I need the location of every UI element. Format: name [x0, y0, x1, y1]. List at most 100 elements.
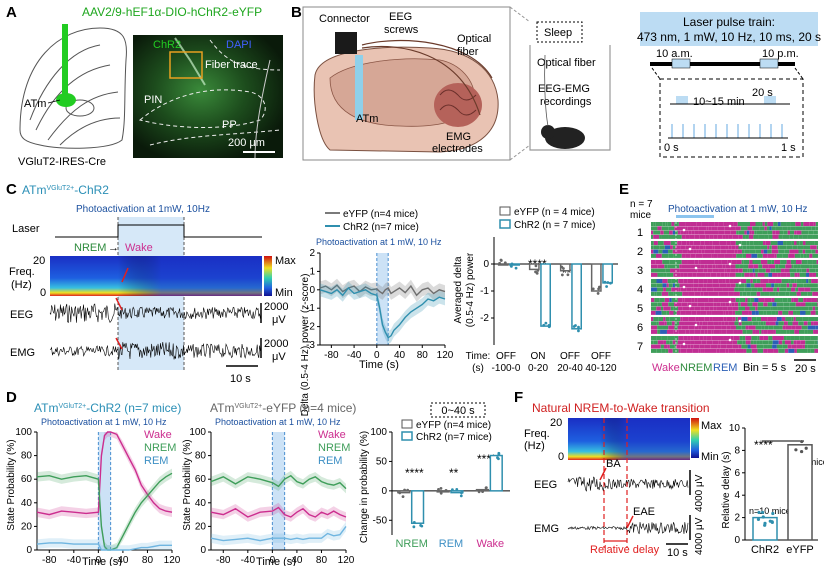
e-raster-cell: [770, 268, 773, 273]
e-raster-cell: [653, 230, 658, 235]
e-raster-cell: [783, 241, 787, 245]
e-raster-cell: [796, 291, 801, 296]
e-raster-cell: [725, 234, 729, 239]
e-raster-cell: [697, 298, 705, 302]
e-raster-cell: [670, 306, 674, 311]
e-raster-cell: [737, 317, 742, 321]
e-raster-cell: [806, 253, 810, 258]
e-raster-cell: [767, 260, 772, 264]
e-raster-cell: [777, 306, 784, 311]
e-raster-cell: [756, 344, 764, 349]
d2-legend-nrem: NREM: [318, 442, 350, 454]
e-raster-cell: [768, 325, 774, 330]
e-raster-cell: [775, 310, 779, 315]
f-spectrogram-wake: [600, 418, 690, 460]
timeline-pulse-1: [671, 58, 691, 69]
e-raster-cell: [656, 283, 663, 288]
d2-y-tick-label: 40: [195, 498, 207, 509]
e-raster-cell: [716, 287, 723, 292]
e-raster-cell: [699, 321, 703, 326]
e-raster-cell: [651, 253, 656, 258]
d3-dot: [477, 490, 481, 494]
c-freq-0: 0: [40, 287, 46, 299]
c3-time-row2: 20-40: [557, 363, 583, 374]
e-raster-cell: [788, 253, 795, 258]
e-raster-cell: [762, 230, 768, 235]
eeg-emg-label-2: recordings: [540, 96, 592, 108]
c2-x-tick-label: 120: [437, 350, 454, 361]
e-marker: [728, 338, 732, 342]
e-raster-cell: [796, 340, 801, 345]
e-raster-cell: [673, 306, 679, 311]
e-raster-cell: [665, 268, 671, 273]
e-raster-cell: [680, 344, 688, 349]
e-raster-cell: [787, 321, 793, 326]
e-raster-cell: [748, 321, 753, 326]
e-raster-cell: [674, 317, 681, 321]
e-raster-cell: [758, 268, 763, 273]
e-raster-cell: [753, 340, 757, 345]
e-raster-cell: [796, 310, 801, 315]
e-raster-cell: [656, 291, 662, 296]
panel-b-label: B: [291, 4, 302, 21]
e-raster-cell: [727, 260, 732, 264]
e-raster-cell: [742, 336, 746, 340]
laser-params: 473 nm, 1 mW, 10 Hz, 10 ms, 20 s: [637, 30, 821, 44]
e-raster-cell: [772, 306, 778, 311]
e-raster-cell: [745, 253, 752, 258]
e-raster-cell: [683, 264, 691, 269]
e-raster-cell: [744, 230, 747, 235]
c3-time-row1: Time:: [466, 351, 491, 362]
e-raster-cell: [782, 226, 788, 231]
e-raster-cell: [718, 268, 725, 273]
e-raster-cell: [678, 306, 683, 311]
e-raster-cell: [817, 279, 818, 283]
e-raster-cell: [789, 230, 795, 235]
c-spec-arrow: [121, 267, 129, 283]
c3-dot: [547, 323, 551, 327]
f2-dot: [757, 510, 761, 515]
e-raster-cell: [694, 298, 698, 302]
e-raster-cell: [778, 234, 783, 239]
e-raster-cell: [745, 234, 749, 239]
d1-ylabel: State Probability (%): [6, 439, 17, 530]
dapi-stain-label: DAPI: [226, 39, 252, 51]
e-raster-cell: [707, 279, 713, 283]
e-raster-cell: [717, 253, 725, 258]
e-raster-cell: [700, 241, 705, 245]
e-raster-cell: [694, 234, 700, 239]
e-raster-cell: [687, 249, 694, 254]
e-raster-cell: [743, 264, 749, 269]
e-raster-cell: [738, 344, 742, 349]
e-raster-cell: [734, 249, 738, 254]
e-raster-cell: [777, 272, 781, 277]
f-eeg-label: EEG: [534, 479, 557, 491]
f2-y-tick-label: 0: [734, 535, 740, 546]
e-raster-cell: [788, 279, 791, 283]
e-raster-cell: [811, 249, 816, 254]
e-raster-cell: [712, 279, 719, 283]
e-raster-cell: [699, 336, 704, 340]
e-raster-cell: [806, 298, 812, 302]
e-raster-cell: [742, 268, 748, 273]
e-raster-cell: [731, 260, 737, 264]
f2-dot: [794, 448, 798, 452]
e-raster-cell: [701, 249, 705, 254]
e-raster-cell: [792, 283, 797, 288]
e-raster-cell: [741, 241, 747, 245]
e-raster-cell: [742, 340, 746, 345]
e-raster-cell: [747, 226, 753, 231]
e-raster-cell: [703, 336, 707, 340]
e-raster-cell: [673, 272, 681, 277]
d3-bar: [410, 490, 425, 524]
e-raster-cell: [657, 230, 661, 235]
e-raster-cell: [689, 241, 694, 245]
e-raster-cell: [660, 306, 664, 311]
e-raster-cell: [728, 310, 733, 315]
e-raster-cell: [767, 348, 774, 353]
e-raster-cell: [780, 329, 787, 334]
e-raster-cell: [817, 336, 818, 340]
e-raster-cell: [668, 325, 675, 330]
e-raster-cell: [754, 283, 761, 288]
c3-bar: [571, 263, 583, 330]
